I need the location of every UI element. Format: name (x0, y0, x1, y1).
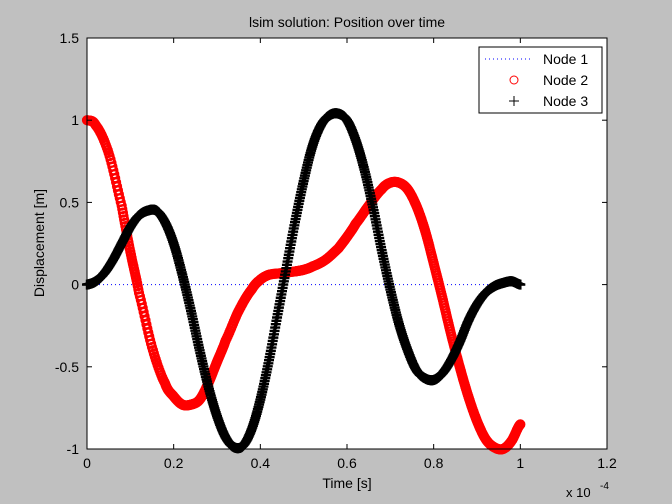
ticks-layer: 0 0.2 0.4 0.6 0.8 1 1.2 -1 -0.5 0 0.5 1 1.5 (55, 30, 617, 471)
legend-node2-swatch (509, 75, 519, 85)
x-exponent-label: x 10 (566, 485, 591, 500)
data-point (515, 419, 526, 430)
x-tick-label: 0.2 (164, 455, 184, 471)
legend-node3-label: Node 3 (543, 93, 588, 109)
series-layer (81, 108, 526, 455)
x-tick-label: 0 (83, 455, 91, 471)
x-tick-label: 1.2 (597, 455, 617, 471)
data-point (515, 279, 526, 290)
y-axis-label: Displacement [m] (31, 189, 47, 297)
legend: Node 1 Node 2 Node 3 (478, 46, 603, 114)
x-tick-label: 1 (516, 455, 524, 471)
series-node-3 (82, 108, 526, 454)
x-tick-label: 0.8 (424, 455, 444, 471)
x-axis-label: Time [s] (322, 475, 371, 491)
legend-box (478, 46, 603, 114)
y-tick-label: -0.5 (55, 359, 79, 375)
chart-title: lsim solution: Position over time (249, 14, 445, 30)
legend-node2-label: Node 2 (543, 72, 588, 88)
series-node-2 (81, 115, 526, 455)
x-exponent-power: -4 (600, 481, 609, 492)
legend-node1-label: Node 1 (543, 51, 588, 67)
x-tick-label: 0.4 (251, 455, 271, 471)
y-tick-label: 0 (71, 277, 79, 293)
y-tick-label: -1 (67, 441, 80, 457)
x-tick-label: 0.6 (337, 455, 357, 471)
y-tick-label: 1.5 (60, 30, 80, 46)
legend-node3-swatch (509, 96, 519, 106)
y-tick-label: 0.5 (60, 194, 80, 210)
y-tick-label: 1 (71, 112, 79, 128)
